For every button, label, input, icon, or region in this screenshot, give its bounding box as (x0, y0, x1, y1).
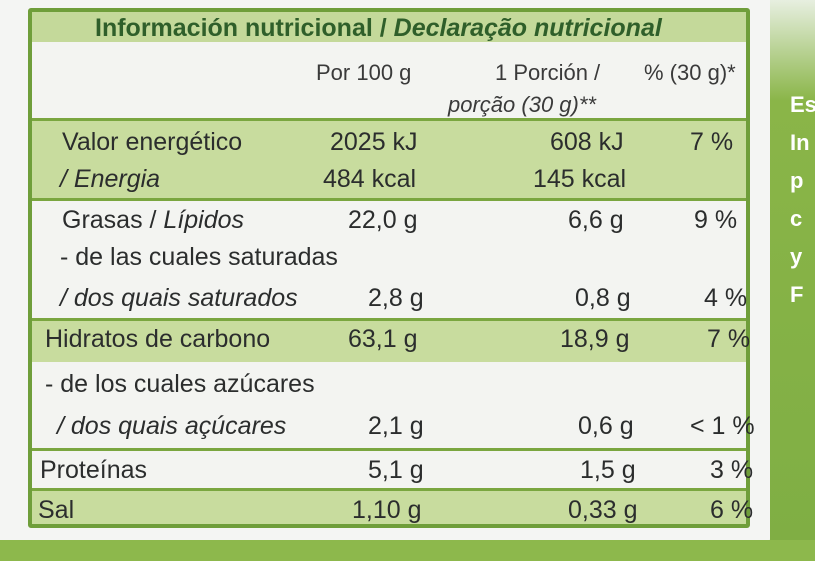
row-per100: 2,1 g (368, 412, 424, 440)
title-text: Información nutricional / (95, 14, 394, 42)
col-portion-line1: 1 Porción / (495, 60, 601, 85)
row-percent: 7 % (707, 325, 751, 353)
row-per100: 5,1 g (368, 456, 424, 484)
row-per100: 22,0 g (348, 206, 418, 234)
row-percent: 3 % (710, 456, 754, 484)
divider (32, 448, 746, 451)
side-letter: p (790, 168, 804, 193)
row-portion: 0,33 g (568, 496, 638, 524)
row-label: / dos quais saturados (60, 284, 298, 312)
row-percent: 7 % (690, 128, 734, 156)
divider (32, 318, 746, 321)
row-per100: 63,1 g (348, 325, 418, 353)
divider (32, 488, 746, 491)
title-italic-text: Declaração nutricional (393, 14, 662, 42)
row-percent: 6 % (710, 496, 754, 524)
row-portion: 608 kJ (550, 128, 624, 156)
nutrition-table (28, 8, 750, 528)
side-letter: c (790, 206, 803, 231)
row-per100: 484 kcal (323, 165, 417, 193)
row-portion: 145 kcal (533, 165, 627, 193)
row-percent: 9 % (694, 206, 738, 234)
side-letter: F (790, 282, 804, 307)
row-label: Sal (38, 496, 75, 524)
col-per100: Por 100 g (316, 60, 412, 85)
row-band-salt (32, 490, 746, 524)
table-title: Información nutricional / Declaração nut… (95, 14, 662, 43)
row-label: Grasas / Lípidos (62, 206, 244, 235)
col-percent: % (30 g)* (644, 60, 736, 85)
row-portion: 6,6 g (568, 206, 624, 234)
package-side-strip (770, 0, 815, 561)
package-bottom-edge (0, 540, 815, 561)
side-letter: Es (790, 92, 815, 117)
row-portion: 0,6 g (578, 412, 634, 440)
row-band-carbs (32, 320, 746, 362)
row-label: Proteínas (40, 456, 148, 484)
row-label: Hidratos de carbono (45, 325, 271, 353)
row-portion: 18,9 g (560, 325, 630, 353)
row-percent: < 1 % (690, 412, 755, 440)
row-label-italic: Lípidos (163, 206, 245, 234)
row-label: - de los cuales azúcares (45, 370, 315, 398)
row-percent: 4 % (704, 284, 748, 312)
row-portion: 1,5 g (580, 456, 636, 484)
col-portion-line2: porção (30 g)** (448, 92, 596, 117)
row-label: - de las cuales saturadas (60, 243, 338, 271)
row-label: / dos quais açúcares (57, 412, 287, 440)
row-label: / Energia (60, 165, 161, 193)
divider (32, 118, 746, 121)
side-letter: y (790, 244, 803, 269)
row-portion: 0,8 g (575, 284, 631, 312)
row-label: Valor energético (62, 128, 243, 156)
row-per100: 2025 kJ (330, 128, 418, 156)
row-band-energy (32, 120, 746, 198)
divider (32, 198, 746, 201)
row-per100: 1,10 g (352, 496, 422, 524)
side-letter: In (790, 130, 810, 155)
row-label-plain: Grasas / (62, 206, 164, 234)
row-per100: 2,8 g (368, 284, 424, 312)
table-header-band (32, 12, 746, 42)
side-partial-text: Es In p c y F (790, 86, 815, 314)
